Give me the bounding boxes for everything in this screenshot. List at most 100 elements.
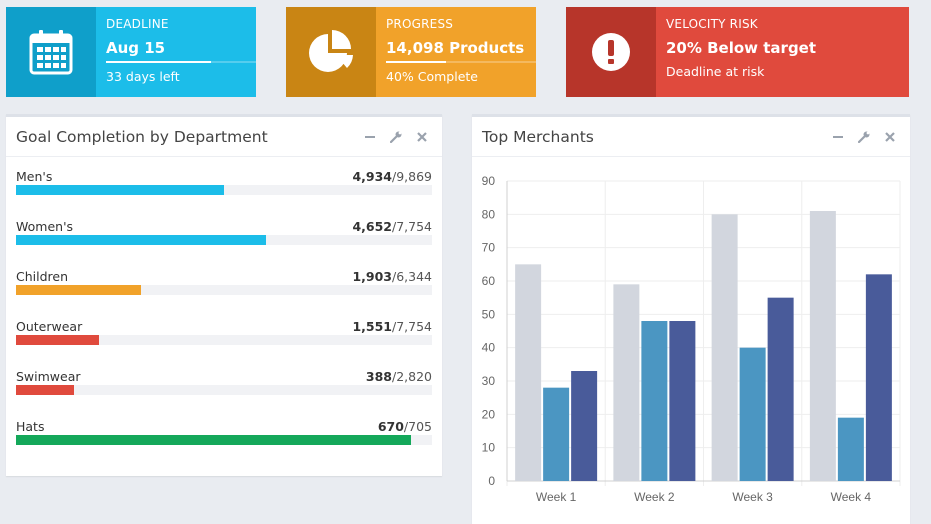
top-merchants-panel: Top Merchants 0 10 20 30 40 50 60 70 80 90 Week 1 W… [472,114,910,524]
y-tick-label: 30 [482,374,496,388]
y-tick-label: 90 [482,174,496,188]
goal-done: 4,652 [352,219,392,234]
department-name: Hats [16,419,45,434]
progress-subtext: 40% Complete [386,69,478,84]
goal-row: Outerwear 1,551/7,754 [16,319,432,357]
x-tick-label: Week 1 [536,490,577,504]
close-icon[interactable] [882,129,898,145]
panel-header: Goal Completion by Department [6,117,442,157]
goal-progress-bar [16,435,412,445]
goal-done: 1,903 [352,269,392,284]
department-name: Women's [16,219,74,234]
chart-bar [543,387,570,481]
chart-bar [613,284,640,481]
panel-header: Top Merchants [472,117,910,157]
deadline-label: DEADLINE [106,17,169,31]
top-merchants-bar-chart: 0 10 20 30 40 50 60 70 80 90 Week 1 Week 2 Week 3 Wee… [482,174,901,504]
goal-done: 670 [377,419,404,434]
goal-row: Men's 4,934/9,869 [16,169,432,207]
x-tick-label: Week 2 [634,490,675,504]
goal-total: /6,344 [392,269,432,284]
goal-progress-bar [16,235,266,245]
goal-progress-track [16,285,432,295]
wrench-icon[interactable] [856,129,872,145]
y-tick-label: 50 [482,307,496,321]
chart-bar [865,274,892,481]
goal-count: 1,903/6,344 [352,269,432,284]
deadline-stat-card: DEADLINE Aug 15 33 days left [6,7,256,97]
y-tick-label: 80 [482,207,496,221]
y-tick-label: 0 [488,474,495,488]
chart-bar [837,417,864,481]
goal-done: 1,551 [352,319,392,334]
chart-bar [641,321,668,481]
goal-count: 4,934/9,869 [352,169,432,184]
goal-row: Women's 4,652/7,754 [16,219,432,257]
goal-total: /7,754 [392,219,432,234]
goal-completion-panel: Goal Completion by Department Men's 4,934… [6,114,442,476]
panel-tools [362,129,430,145]
minimize-icon[interactable] [362,129,378,145]
goal-progress-bar [16,335,100,345]
goal-progress-track [16,185,432,195]
goal-count: 388/2,820 [366,369,432,384]
goal-progress-track [16,385,432,395]
department-name: Outerwear [16,319,83,334]
pie-chart-icon [286,7,376,97]
goal-progress-track [16,435,432,445]
progress-progress-line [386,61,536,63]
deadline-value: Aug 15 [106,39,166,57]
goal-count: 4,652/7,754 [352,219,432,234]
x-tick-label: Week 3 [732,490,773,504]
y-tick-label: 60 [482,274,496,288]
goal-count: 1,551/7,754 [352,319,432,334]
risk-subtext: Deadline at risk [666,64,765,79]
goal-progress-track [16,235,432,245]
y-tick-label: 40 [482,341,496,355]
goal-total: /9,869 [392,169,432,184]
goal-row: Hats 670/705 [16,419,432,457]
goal-progress-bar [16,385,75,395]
progress-value: 14,098 Products [386,39,525,57]
goal-row: Swimwear 388/2,820 [16,369,432,407]
goal-total: /2,820 [392,369,432,384]
chart-bar [767,297,794,481]
goal-done: 388 [365,369,392,384]
chart-bar [669,321,696,481]
deadline-progress-line [106,61,256,63]
y-tick-label: 20 [482,407,496,421]
y-tick-label: 70 [482,241,496,255]
goal-total: /705 [403,419,432,434]
risk-label: VELOCITY RISK [666,17,758,31]
panel-title: Top Merchants [482,127,594,146]
goal-progress-bar [16,185,224,195]
chart-bar [711,214,738,482]
calendar-icon [6,7,96,97]
chart-bar [571,371,598,481]
velocity-risk-stat-card: VELOCITY RISK 20% Below target Deadline … [566,7,909,97]
risk-value: 20% Below target [666,39,817,57]
close-icon[interactable] [414,129,430,145]
department-name: Men's [16,169,53,184]
goal-progress-track [16,335,432,345]
minimize-icon[interactable] [830,129,846,145]
chart-bar [515,264,542,481]
progress-label: PROGRESS [386,17,454,31]
panel-title: Goal Completion by Department [16,127,268,146]
goal-total: /7,754 [392,319,432,334]
goal-count: 670/705 [378,419,432,434]
chart-bar [739,347,766,481]
x-tick-label: Week 4 [831,490,872,504]
exclamation-icon [566,7,656,97]
panel-tools [830,129,898,145]
progress-stat-card: PROGRESS 14,098 Products 40% Complete [286,7,536,97]
deadline-subtext: 33 days left [106,69,180,84]
goal-progress-bar [16,285,141,295]
goal-done: 4,934 [352,169,392,184]
department-name: Children [16,269,69,284]
y-tick-label: 10 [482,441,496,455]
department-name: Swimwear [16,369,81,384]
goal-row: Children 1,903/6,344 [16,269,432,307]
wrench-icon[interactable] [388,129,404,145]
chart-bar [809,211,836,481]
